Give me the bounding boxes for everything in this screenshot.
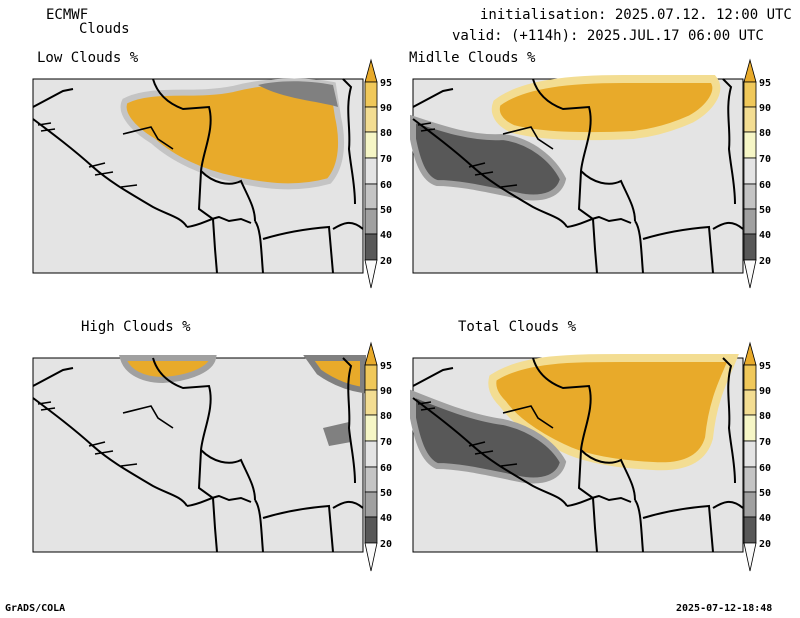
cbar-label: 95 [759, 78, 771, 89]
panel-low-clouds [32, 78, 364, 274]
cbar-label: 60 [759, 463, 771, 474]
footer-software-label: GrADS/COLA [5, 603, 66, 614]
panel-title-middle: Midlle Clouds % [409, 50, 536, 66]
cbar-label: 20 [759, 256, 771, 267]
cbar-label: 60 [759, 180, 771, 191]
colorbar-bottom-right [743, 341, 757, 572]
colorbar-top [364, 58, 378, 289]
cbar-label: 70 [759, 437, 771, 448]
panel-title-total: Total Clouds % [458, 319, 577, 335]
cbar-label: 90 [380, 386, 392, 397]
cbar-label: 90 [380, 103, 392, 114]
cbar-label: 90 [759, 386, 771, 397]
cbar-label: 80 [380, 128, 392, 139]
colorbar-top-right [743, 58, 757, 289]
cbar-label: 95 [380, 361, 392, 372]
cbar-label: 95 [759, 361, 771, 372]
cbar-label: 20 [759, 539, 771, 550]
cbar-label: 80 [759, 128, 771, 139]
cbar-label: 70 [759, 154, 771, 165]
panel-high-clouds [32, 355, 366, 553]
cbar-label: 60 [380, 180, 392, 191]
cbar-label: 70 [380, 154, 392, 165]
panel-total-clouds [410, 354, 744, 553]
cbar-label: 70 [380, 437, 392, 448]
colorbar-bottom-left [364, 341, 378, 572]
panel-title-low: Low Clouds % [37, 50, 139, 66]
cbar-label: 40 [759, 230, 771, 241]
cbar-label: 50 [759, 205, 771, 216]
cbar-label: 90 [759, 103, 771, 114]
cbar-label: 20 [380, 539, 392, 550]
cbar-label: 50 [380, 488, 392, 499]
cbar-label: 80 [380, 411, 392, 422]
cbar-label: 50 [380, 205, 392, 216]
initialisation-label: initialisation: 2025.07.12. 12:00 UTC [480, 7, 792, 23]
cbar-label: 50 [759, 488, 771, 499]
cbar-label: 95 [380, 78, 392, 89]
field-label: Clouds [79, 21, 130, 37]
cbar-label: 40 [380, 513, 392, 524]
model-label: ECMWF [46, 7, 89, 23]
cbar-label: 80 [759, 411, 771, 422]
cbar-label: 40 [759, 513, 771, 524]
footer-timestamp: 2025-07-12-18:48 [676, 603, 773, 614]
cbar-label: 60 [380, 463, 392, 474]
cbar-label: 20 [380, 256, 392, 267]
cbar-label: 40 [380, 230, 392, 241]
panel-middle-clouds [410, 75, 744, 274]
valid-label: valid: (+114h): 2025.JUL.17 06:00 UTC [452, 28, 764, 44]
panel-title-high: High Clouds % [81, 319, 191, 335]
